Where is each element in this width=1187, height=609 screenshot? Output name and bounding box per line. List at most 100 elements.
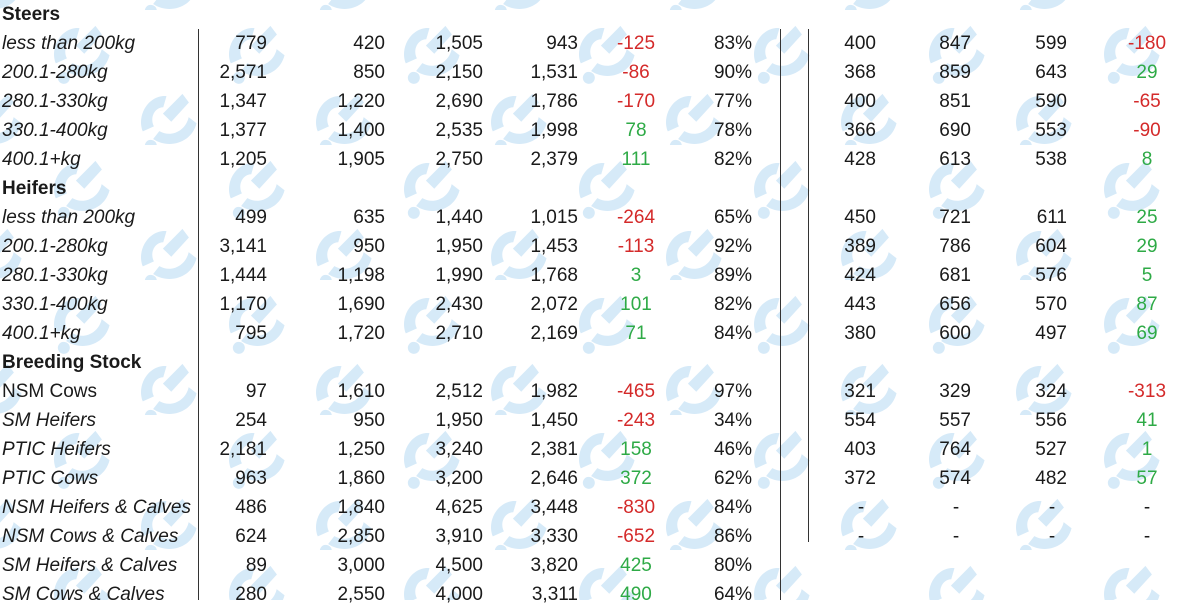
- right-value-cell: 851: [939, 91, 971, 112]
- right-value-cell: 389: [844, 236, 876, 257]
- right-change-cell: 29: [1136, 62, 1158, 83]
- change-cell: 425: [620, 555, 652, 576]
- value-cell: 4,000: [435, 584, 483, 605]
- right-value-cell: 443: [844, 294, 876, 315]
- table-row: 400.1+kg 795 1,720 2,710 2,169 71 84% 380 600 497…: [0, 319, 1187, 348]
- row-label: PTIC Heifers: [2, 439, 111, 460]
- value-cell: 2,169: [530, 323, 578, 344]
- change-cell: -125: [616, 33, 656, 54]
- value-cell: 1,950: [435, 410, 483, 431]
- right-change-cell: -180: [1127, 33, 1167, 54]
- change-cell: -243: [616, 410, 656, 431]
- value-cell: 280: [235, 584, 267, 605]
- percent-cell: 34%: [713, 410, 752, 431]
- percent-cell: 77%: [713, 91, 752, 112]
- change-cell: -830: [616, 497, 656, 518]
- change-cell: 78: [625, 120, 647, 141]
- right-value-cell: 570: [1035, 294, 1067, 315]
- value-cell: 1,531: [530, 62, 578, 83]
- value-cell: 1,347: [219, 91, 267, 112]
- right-value-cell: 656: [939, 294, 971, 315]
- row-label: 400.1+kg: [2, 149, 81, 170]
- value-cell: 2,381: [530, 439, 578, 460]
- value-cell: 1,440: [435, 207, 483, 228]
- value-cell: 1,982: [530, 381, 578, 402]
- value-cell: 2,150: [435, 62, 483, 83]
- value-cell: 97: [245, 381, 267, 402]
- right-value-cell: 321: [844, 381, 876, 402]
- percent-cell: 82%: [713, 149, 752, 170]
- table-row: NSM Cows & Calves 624 2,850 3,910 3,330 -652 8…: [0, 522, 1187, 551]
- row-label: 330.1-400kg: [2, 120, 108, 141]
- value-cell: 4,625: [435, 497, 483, 518]
- row-label: NSM Cows & Calves: [2, 526, 179, 547]
- percent-cell: 90%: [713, 62, 752, 83]
- value-cell: 1,950: [435, 236, 483, 257]
- value-cell: 2,850: [337, 526, 385, 547]
- value-cell: 950: [353, 410, 385, 431]
- right-change-cell: 57: [1136, 468, 1158, 489]
- value-cell: 3,000: [337, 555, 385, 576]
- value-cell: 3,141: [219, 236, 267, 257]
- value-cell: 1,786: [530, 91, 578, 112]
- percent-cell: 46%: [713, 439, 752, 460]
- table-row: NSM Cows 97 1,610 2,512 1,982 -465 97% 321 329 32…: [0, 377, 1187, 406]
- value-cell: 1,720: [337, 323, 385, 344]
- row-label: 330.1-400kg: [2, 294, 108, 315]
- percent-cell: 83%: [713, 33, 752, 54]
- change-cell: -113: [617, 236, 655, 257]
- section-header-row: Breeding Stock: [0, 348, 1187, 377]
- right-value-cell: 424: [844, 265, 876, 286]
- right-value-cell: 721: [939, 207, 971, 228]
- right-value-cell: 590: [1035, 91, 1067, 112]
- row-label: less than 200kg: [2, 207, 136, 228]
- value-cell: 624: [235, 526, 267, 547]
- value-cell: 2,430: [435, 294, 483, 315]
- right-change-cell: -65: [1133, 91, 1161, 112]
- change-cell: -86: [622, 62, 650, 83]
- percent-cell: 64%: [713, 584, 752, 605]
- table-row: SM Cows & Calves 280 2,550 4,000 3,311 490 64%: [0, 580, 1187, 609]
- right-value-cell: 450: [844, 207, 876, 228]
- value-cell: 3,910: [435, 526, 483, 547]
- right-change-cell: 5: [1141, 265, 1153, 286]
- right-change-cell: 25: [1136, 207, 1158, 228]
- table-row: 280.1-330kg 1,347 1,220 2,690 1,786 -170 77% 40…: [0, 87, 1187, 116]
- change-cell: 101: [620, 294, 652, 315]
- right-change-cell: 1: [1141, 439, 1153, 460]
- value-cell: 943: [546, 33, 578, 54]
- value-cell: 1,220: [337, 91, 385, 112]
- right-value-cell: 428: [844, 149, 876, 170]
- table-row: 400.1+kg 1,205 1,905 2,750 2,379 111 82% 428 613…: [0, 145, 1187, 174]
- column-divider-middle: [780, 29, 781, 600]
- table-row: SM Heifers 254 950 1,950 1,450 -243 34% 554 557 5…: [0, 406, 1187, 435]
- right-change-cell: -90: [1133, 120, 1161, 141]
- right-value-cell: 372: [844, 468, 876, 489]
- right-value-cell: 380: [844, 323, 876, 344]
- table-row: less than 200kg 779 420 1,505 943 -125 83% 400 8…: [0, 29, 1187, 58]
- column-divider-right: [808, 29, 809, 542]
- value-cell: 89: [245, 555, 267, 576]
- value-cell: 2,646: [530, 468, 578, 489]
- value-cell: 254: [235, 410, 267, 431]
- value-cell: 635: [353, 207, 385, 228]
- right-change-cell: 29: [1136, 236, 1158, 257]
- right-value-cell: -: [952, 526, 960, 547]
- right-value-cell: 574: [939, 468, 971, 489]
- value-cell: 420: [353, 33, 385, 54]
- section-title: Breeding Stock: [2, 352, 142, 373]
- value-cell: 1,450: [530, 410, 578, 431]
- value-cell: 1,400: [337, 120, 385, 141]
- change-cell: 372: [620, 468, 652, 489]
- table-row: SM Heifers & Calves 89 3,000 4,500 3,820 425 8…: [0, 551, 1187, 580]
- value-cell: 3,240: [435, 439, 483, 460]
- row-label: SM Cows & Calves: [2, 584, 165, 605]
- value-cell: 1,015: [530, 207, 578, 228]
- row-label: 280.1-330kg: [2, 265, 108, 286]
- right-value-cell: 527: [1035, 439, 1067, 460]
- value-cell: 2,072: [530, 294, 578, 315]
- value-cell: 2,550: [337, 584, 385, 605]
- right-value-cell: 786: [939, 236, 971, 257]
- value-cell: 2,710: [435, 323, 483, 344]
- table-row: 330.1-400kg 1,170 1,690 2,430 2,072 101 82% 443…: [0, 290, 1187, 319]
